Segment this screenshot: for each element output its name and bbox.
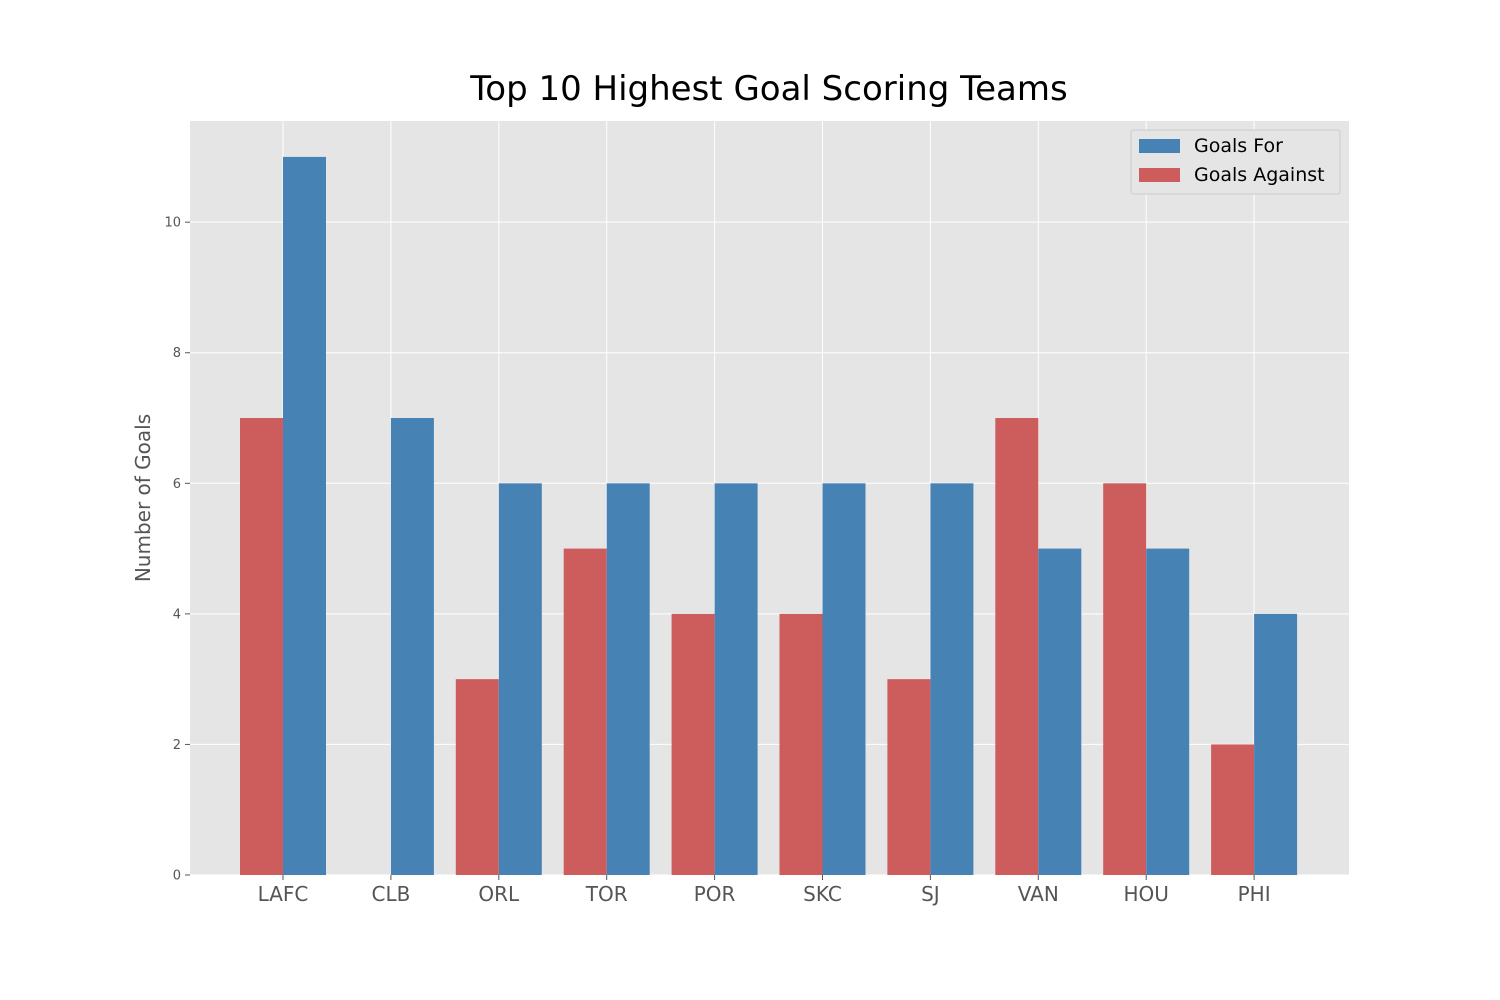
goals-against-bar [671,613,715,875]
x-tick-label: SJ [921,882,940,906]
goals-against-bar [455,679,499,875]
x-axis-ticks: LAFC CLB ORL TOR POR SKC SJ VAN HOU PHI [258,875,1271,906]
goals-for-bar [390,418,434,875]
goals-for-bar [930,483,974,875]
goals-for-bar [822,483,866,875]
goals-against-bar [1211,744,1255,875]
x-tick-label: ORL [478,882,520,906]
y-tick-label: 2 [173,738,181,753]
y-axis-label: Number of Goals [131,414,155,582]
goals-for-bar [1038,548,1082,875]
goals-against-bar [1103,483,1147,875]
x-tick-label: TOR [585,882,628,906]
goals-for-bar [606,483,650,875]
x-tick-label: CLB [371,882,410,906]
x-tick-label: POR [694,882,736,906]
legend-swatch [1139,139,1180,153]
legend-label: Goals Against [1194,164,1325,186]
goals-for-bar [1146,548,1190,875]
goals-against-bar [563,548,607,875]
y-tick-label: 6 [173,477,181,492]
goals-for-bar [714,483,758,875]
chart-title: Top 10 Highest Goal Scoring Teams [469,69,1067,109]
goals-against-bar [240,418,283,875]
x-tick-label: PHI [1238,882,1271,906]
goals-against-bar [887,679,931,875]
legend-swatch [1139,168,1180,182]
x-tick-label: HOU [1123,882,1168,906]
bars [240,156,1298,875]
legend: Goals For Goals Against [1130,129,1341,195]
y-tick-label: 0 [173,869,181,884]
y-tick-label: 8 [173,346,181,361]
y-tick-label: 10 [164,216,181,231]
goals-against-bar [995,418,1039,875]
goals-for-bar [498,483,542,875]
legend-label: Goals For [1194,135,1283,157]
x-tick-label: SKC [803,882,842,906]
x-tick-label: LAFC [258,882,309,906]
y-tick-label: 4 [173,607,181,622]
goals-for-bar [283,156,326,875]
x-tick-label: VAN [1018,882,1059,906]
y-axis-ticks: 0 2 4 6 8 10 [164,216,190,884]
goals-for-bar [1254,613,1298,875]
goals-against-bar [779,613,823,875]
legend-box [1130,129,1341,195]
